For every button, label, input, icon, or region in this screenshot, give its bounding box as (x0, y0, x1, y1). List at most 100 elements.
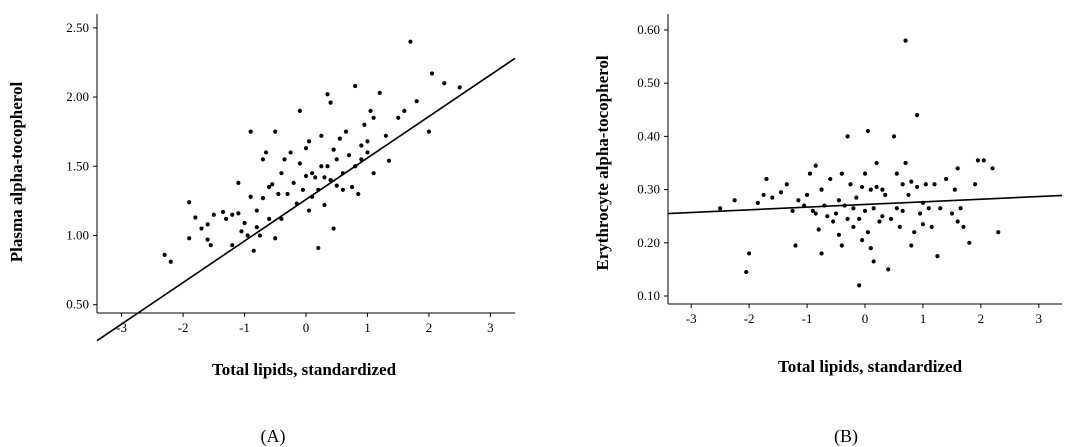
panel-a-x-tick-label: 2 (426, 320, 433, 335)
panel-a-data-point (223, 216, 229, 221)
panel-a-data-point (220, 209, 226, 215)
panel-b-data-point (819, 187, 824, 192)
panel-b-data-point (900, 208, 905, 213)
panel-b-data-point (865, 230, 870, 235)
panel-a-x-tick-label: -1 (239, 320, 250, 335)
panel-a-data-point (270, 182, 275, 187)
panel-a-data-point (267, 216, 272, 221)
panel-a-data-point (230, 212, 235, 217)
panel-b-data-point (958, 206, 963, 211)
panel-b-data-point (894, 171, 899, 176)
panel-b-data-point (796, 198, 801, 203)
panel-a-data-point (414, 99, 419, 104)
panel-b-data-point (871, 206, 876, 211)
panel-b-data-point (790, 208, 795, 213)
panel-b-data-point (990, 166, 995, 171)
panel-b-data-point (854, 195, 859, 200)
panel-a-data-point (251, 248, 256, 253)
panel-a-data-point (248, 129, 253, 134)
panel-b-data-point (845, 216, 850, 221)
panel-a-data-point (331, 226, 336, 231)
panel-a-data-point (340, 187, 345, 192)
panel-b-data-point (920, 222, 926, 227)
panel-b-points (667, 38, 1063, 288)
panel-b-x-tick-label: 0 (862, 311, 869, 326)
panel-b-data-point (813, 163, 818, 168)
panel-b-data-point (764, 176, 769, 182)
panel-b-data-point (848, 182, 853, 187)
panel-b-y-tick-label: 0.40 (637, 128, 660, 143)
panel-a-data-point (429, 71, 435, 76)
panel-b-data-point (996, 230, 1001, 235)
panel-b-data-point (912, 230, 917, 235)
panel-b-data-point (793, 243, 798, 248)
panel-b-data-point (718, 206, 723, 211)
panel-b-data-point (877, 219, 882, 224)
panel-a-data-point (236, 180, 241, 185)
panel-a-data-point (356, 191, 361, 197)
panel-b-data-point (865, 128, 870, 134)
panel-a-data-point (306, 208, 312, 213)
panel-b-data-point (732, 198, 737, 203)
panel-b-data-point (836, 232, 842, 237)
panel-b-data-point (888, 216, 894, 221)
panel-a-data-point (279, 171, 284, 176)
panel-a-data-point (396, 115, 401, 120)
panel-a-data-point (337, 136, 342, 141)
panel-a-y-tick-label: 2.50 (66, 20, 89, 35)
panel-b-data-point (961, 224, 966, 229)
panel-b-data-point (903, 160, 908, 166)
panel-a-data-point (254, 225, 259, 230)
panel-b-data-point (857, 283, 862, 288)
panel-a-data-point (254, 208, 259, 213)
panel-b-x-tick-label: -2 (744, 311, 755, 326)
panel-a-data-point (316, 245, 321, 251)
panel-b-data-point (972, 182, 978, 187)
panel-b-data-point (891, 134, 897, 139)
panel-a-y-tick-label: 1.50 (66, 158, 89, 173)
panel-a-data-point (248, 194, 253, 199)
panel-b-data-point (816, 227, 821, 232)
panel-b-chart: 0.10 0.20 0.30 0.40 0.50 0.60 -3 -2 -1 0 1 2 3 Total… (593, 14, 1063, 447)
panel-a-data-point (368, 108, 373, 113)
panel-a-x-tick-label: -2 (178, 320, 189, 335)
panel-a-data-point (260, 196, 266, 201)
panel-b-data-point (761, 192, 766, 198)
panel-b-data-point (813, 211, 818, 216)
panel-a-data-point (303, 146, 309, 151)
panel-b-data-point (915, 184, 920, 190)
panel-a-data-point (310, 171, 315, 176)
panel-a-data-point (328, 100, 333, 105)
panel-a-y-axis-label: Plasma alpha-tocopherol (7, 81, 26, 262)
panel-a-data-point (362, 122, 367, 127)
panel-a-data-point (242, 220, 247, 226)
panel-b-y-axis-label: Erythrocyte alpha-tocopherol (593, 55, 612, 270)
panel-b-data-point (839, 243, 844, 248)
panel-a-data-point (306, 139, 312, 144)
panel-a-data-point (257, 233, 262, 238)
panel-b-data-point (880, 187, 885, 192)
panel-b-data-point (967, 240, 972, 245)
panel-b-data-point (845, 134, 850, 139)
panel-a-data-point (187, 236, 192, 241)
panel-a-data-point (402, 108, 407, 113)
panel-a-data-point (230, 243, 235, 248)
panel-a-data-point (282, 157, 287, 162)
panel-a-data-point (297, 108, 302, 113)
panel-a-data-point (313, 175, 318, 180)
panel-b-data-point (851, 206, 856, 211)
panel-b-data-point (929, 224, 934, 229)
panel-b-data-point (949, 211, 955, 216)
panel-b-y-tick-label: 0.30 (637, 182, 660, 197)
panel-b-y-tick-label: 0.10 (637, 288, 660, 303)
panel-b-data-point (862, 208, 868, 213)
panel-b-data-point (810, 208, 815, 213)
panel-b-label: (B) (834, 426, 858, 447)
panel-a-tick-labels: 0.50 1.00 1.50 2.00 2.50 -3 -2 -1 0 1 2 3 (66, 20, 493, 335)
panel-a-data-point (208, 243, 213, 248)
panel-a-points (96, 39, 516, 342)
panel-b-data-point (833, 211, 839, 216)
panel-b-data-point (906, 192, 911, 198)
panel-a-data-point (325, 92, 330, 97)
